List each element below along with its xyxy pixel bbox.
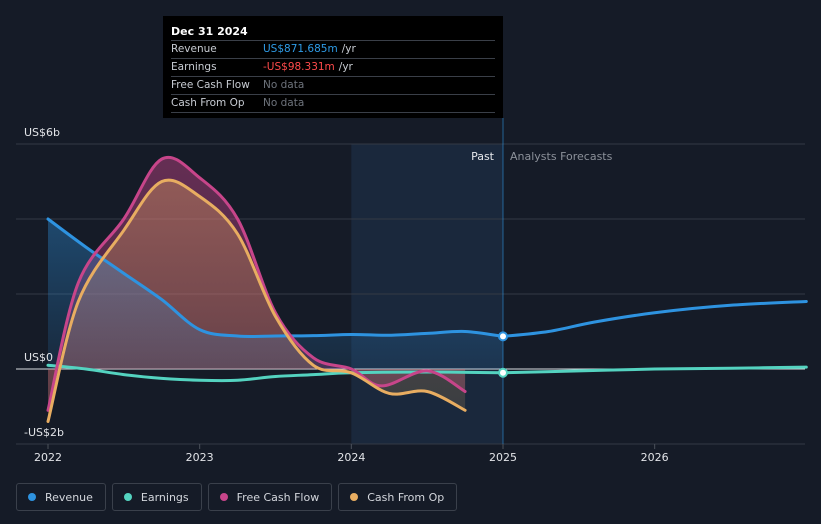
x-tick-label: 2023 [186,451,214,464]
x-tick-label: 2024 [337,451,365,464]
tooltip-row-revenue: Revenue US$871.685m /yr [171,41,495,59]
tooltip-row-cash-from-op: Cash From Op No data [171,95,495,113]
tooltip-label: Earnings [171,61,217,73]
earnings-marker [498,367,508,378]
tooltip-label: Free Cash Flow [171,79,250,91]
legend-dot-icon [28,493,36,501]
tooltip-row-free-cash-flow: Free Cash Flow No data [171,77,495,95]
x-tick-label: 2022 [34,451,62,464]
revenue-marker [498,331,508,342]
revenue-line [46,217,505,339]
tooltip-label: Revenue [171,43,217,55]
legend-label: Revenue [45,490,93,504]
legend-label: Earnings [140,490,189,504]
legend-item-earnings[interactable]: Earnings [111,483,202,511]
tooltip: Dec 31 2024 Revenue US$871.685m /yr Earn… [163,16,503,118]
legend: Revenue Earnings Free Cash Flow Cash Fro… [16,483,458,511]
tooltip-row-earnings: Earnings -US$98.331m /yr [171,59,495,77]
legend-label: Free Cash Flow [236,490,320,504]
legend-dot-icon [350,493,359,501]
tooltip-value: No data [263,97,305,109]
cash-from-op-line [46,178,467,423]
tooltip-value: No data [263,79,305,91]
tooltip-value: -US$98.331m [263,61,335,73]
x-tick-label: 2025 [489,451,517,464]
earnings-forecast-line [501,365,808,375]
earnings-line [46,363,505,383]
revenue-forecast-line [501,300,808,338]
legend-label: Cash From Op [367,490,445,504]
tooltip-unit: /yr [341,43,356,55]
tooltip-label: Cash From Op [171,97,245,109]
legend-item-revenue[interactable]: Revenue [16,483,106,511]
legend-item-free-cash-flow[interactable]: Free Cash Flow [207,483,333,511]
legend-dot-icon [123,493,132,501]
revenue-area [48,219,503,369]
free-cash-flow-line [46,155,467,412]
tooltip-date: Dec 31 2024 [171,23,495,41]
tooltip-value: US$871.685m [263,43,338,55]
forecast-label: Analysts Forecasts [510,150,613,163]
past-label: Past [471,150,495,163]
y-axis-label: US$0 [24,351,53,364]
legend-dot-icon [219,493,228,501]
x-tick-label: 2026 [641,451,669,464]
tooltip-unit: /yr [338,61,353,73]
y-axis-label: -US$2b [24,426,64,439]
legend-item-cash-from-op[interactable]: Cash From Op [338,483,458,511]
y-axis-label: US$6b [24,126,60,139]
